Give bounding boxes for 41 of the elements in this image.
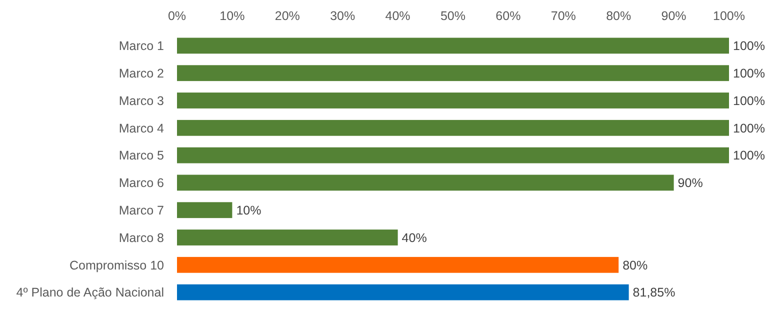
y-tick-label: Marco 4 [118,121,164,136]
x-tick-label: 100% [713,9,745,23]
y-tick-label: Marco 2 [118,66,164,80]
y-tick-label: Marco 7 [118,203,164,218]
data-label: 100% [733,66,765,80]
x-tick-label: 30% [330,9,356,23]
data-label: 40% [402,230,427,245]
y-tick-label: Marco 1 [118,39,164,54]
x-tick-label: 80% [606,9,632,23]
x-tick-label: 40% [385,9,410,23]
bar [177,120,729,136]
bar [177,202,232,218]
data-label: 80% [622,258,648,272]
x-tick-label: 60% [496,9,521,23]
data-label: 90% [678,176,703,190]
bar [177,65,729,82]
data-label: 81,85% [632,286,676,300]
y-tick-label: Marco 3 [118,94,164,108]
bar [177,284,629,300]
x-tick-label: 0% [168,9,186,23]
bar [177,38,729,54]
data-label: 100% [733,148,765,163]
y-tick-label: Compromisso 10 [70,258,164,272]
bar [177,256,619,273]
data-label: 10% [236,203,262,218]
bar [177,92,729,108]
data-label: 100% [733,94,765,108]
bar [177,147,729,164]
y-tick-label: Marco 8 [118,230,164,245]
x-tick-label: 50% [440,9,466,23]
data-label: 100% [733,39,765,54]
y-tick-label: Marco 5 [118,148,164,163]
data-label: 100% [733,121,765,136]
x-tick-label: 70% [550,9,576,23]
y-tick-label: 4º Plano de Ação Nacional [16,286,164,300]
x-tick-label: 20% [274,9,300,23]
bar [177,174,674,191]
x-tick-label: 90% [661,9,686,23]
bar [177,230,398,246]
x-tick-label: 10% [220,9,245,23]
y-tick-label: Marco 6 [118,176,164,190]
